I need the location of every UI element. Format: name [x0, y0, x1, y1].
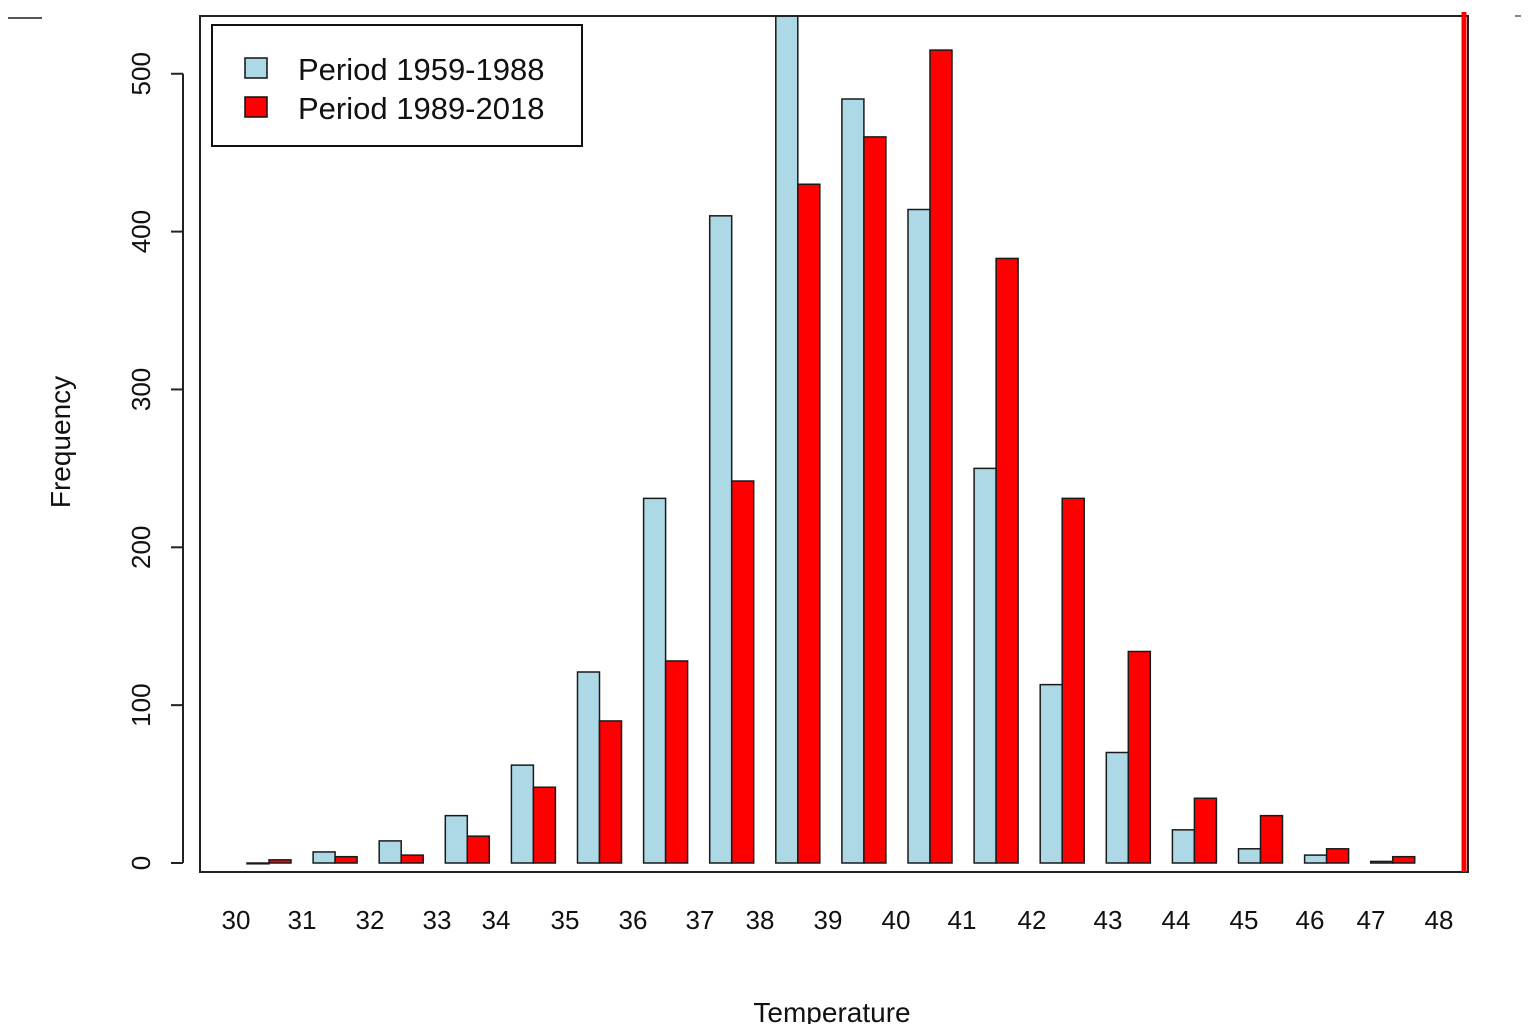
x-tick-label-34: 34 — [482, 905, 511, 935]
bar-period-1989-2018-43-44 — [1127, 650, 1152, 864]
bar-period-1989-2018-30-31 — [268, 859, 292, 864]
x-tick-label-36: 36 — [619, 905, 648, 935]
bar-period-1989-2018-47-48 — [1391, 855, 1416, 864]
bar-period-1989-2018-44-45 — [1193, 797, 1218, 864]
x-tick-label-30: 30 — [222, 905, 251, 935]
y-tick-label-200: 200 — [126, 526, 156, 569]
plot-frame — [199, 15, 1469, 873]
bar-period-1959-1988-40-41 — [907, 208, 931, 864]
y-tick-label-300: 300 — [126, 368, 156, 411]
x-tick-label-32: 32 — [356, 905, 385, 935]
bars-group — [246, 15, 1416, 865]
bar-period-1989-2018-41-42 — [995, 257, 1019, 864]
bar-period-1959-1988-31-32 — [312, 851, 336, 864]
legend-box — [211, 24, 583, 147]
x-tick-label-42: 42 — [1018, 905, 1047, 935]
x-tick-label-47: 47 — [1357, 905, 1386, 935]
x-tick-label-44: 44 — [1162, 905, 1191, 935]
bar-period-1959-1988-39-40 — [841, 98, 865, 864]
x-tick-label-45: 45 — [1230, 905, 1259, 935]
y-axis-title: Frequency — [45, 376, 76, 508]
x-tick-label-41: 41 — [948, 905, 977, 935]
x-tick-label-35: 35 — [551, 905, 580, 935]
x-axis-title: Temperature — [753, 997, 910, 1024]
bar-period-1959-1988-42-43 — [1039, 683, 1063, 864]
bar-period-1959-1988-43-44 — [1105, 751, 1130, 864]
y-tick-label-0: 0 — [126, 856, 156, 870]
bar-period-1989-2018-32-33 — [400, 854, 424, 864]
y-axis: 0 100 200 300 400 500 — [126, 52, 184, 870]
x-tick-label-37: 37 — [686, 905, 715, 935]
bar-period-1989-2018-45-46 — [1259, 814, 1284, 864]
legend: Period 1959-1988 Period 1989-2018 — [211, 24, 583, 147]
legend-label-1959-1988: Period 1959-1988 — [298, 52, 544, 87]
bar-period-1989-2018-39-40 — [863, 136, 887, 864]
bar-period-1989-2018-37-38 — [730, 480, 755, 864]
bar-period-1989-2018-38-39 — [797, 183, 821, 864]
bar-period-1959-1988-32-33 — [378, 840, 402, 864]
x-tick-label-46: 46 — [1296, 905, 1325, 935]
x-tick-label-31: 31 — [288, 905, 317, 935]
y-tick-label-400: 400 — [126, 210, 156, 253]
bar-period-1959-1988-47-48 — [1369, 860, 1394, 864]
bar-period-1959-1988-38-39 — [775, 15, 799, 864]
bar-period-1959-1988-45-46 — [1237, 848, 1262, 864]
bar-period-1959-1988-30-31 — [246, 862, 270, 865]
bar-period-1959-1988-34-35 — [510, 764, 535, 864]
x-tick-label-33: 33 — [423, 905, 452, 935]
x-tick-label-43: 43 — [1094, 905, 1123, 935]
bar-period-1989-2018-36-37 — [664, 660, 689, 864]
x-tick-label-40: 40 — [882, 905, 911, 935]
bar-period-1959-1988-44-45 — [1171, 829, 1196, 864]
legend-swatch-1989-2018 — [244, 96, 268, 118]
y-tick-label-500: 500 — [126, 52, 156, 95]
bar-period-1959-1988-35-36 — [576, 671, 601, 864]
x-tick-label-39: 39 — [814, 905, 843, 935]
bar-period-1989-2018-33-34 — [466, 835, 491, 864]
bar-period-1989-2018-34-35 — [532, 786, 557, 864]
bar-period-1989-2018-31-32 — [334, 855, 358, 864]
legend-swatch-1959-1988 — [244, 57, 268, 79]
legend-label-1989-2018: Period 1989-2018 — [298, 91, 544, 126]
bar-period-1959-1988-36-37 — [642, 497, 667, 864]
bar-period-1959-1988-46-47 — [1303, 854, 1328, 864]
bar-period-1989-2018-35-36 — [598, 720, 623, 864]
bar-period-1989-2018-40-41 — [929, 49, 953, 864]
bar-period-1959-1988-37-38 — [708, 215, 733, 864]
x-tick-label-48: 48 — [1425, 905, 1454, 935]
bar-period-1959-1988-41-42 — [973, 467, 997, 864]
bar-period-1959-1988-33-34 — [444, 814, 469, 864]
bar-period-1989-2018-42-43 — [1061, 497, 1085, 864]
x-tick-label-38: 38 — [746, 905, 775, 935]
y-tick-label-100: 100 — [126, 683, 156, 726]
x-axis: 30 31 32 33 34 35 36 37 38 39 40 41 42 43 44 45 46 47 48 — [222, 905, 1454, 935]
bar-period-1989-2018-46-47 — [1325, 848, 1350, 864]
